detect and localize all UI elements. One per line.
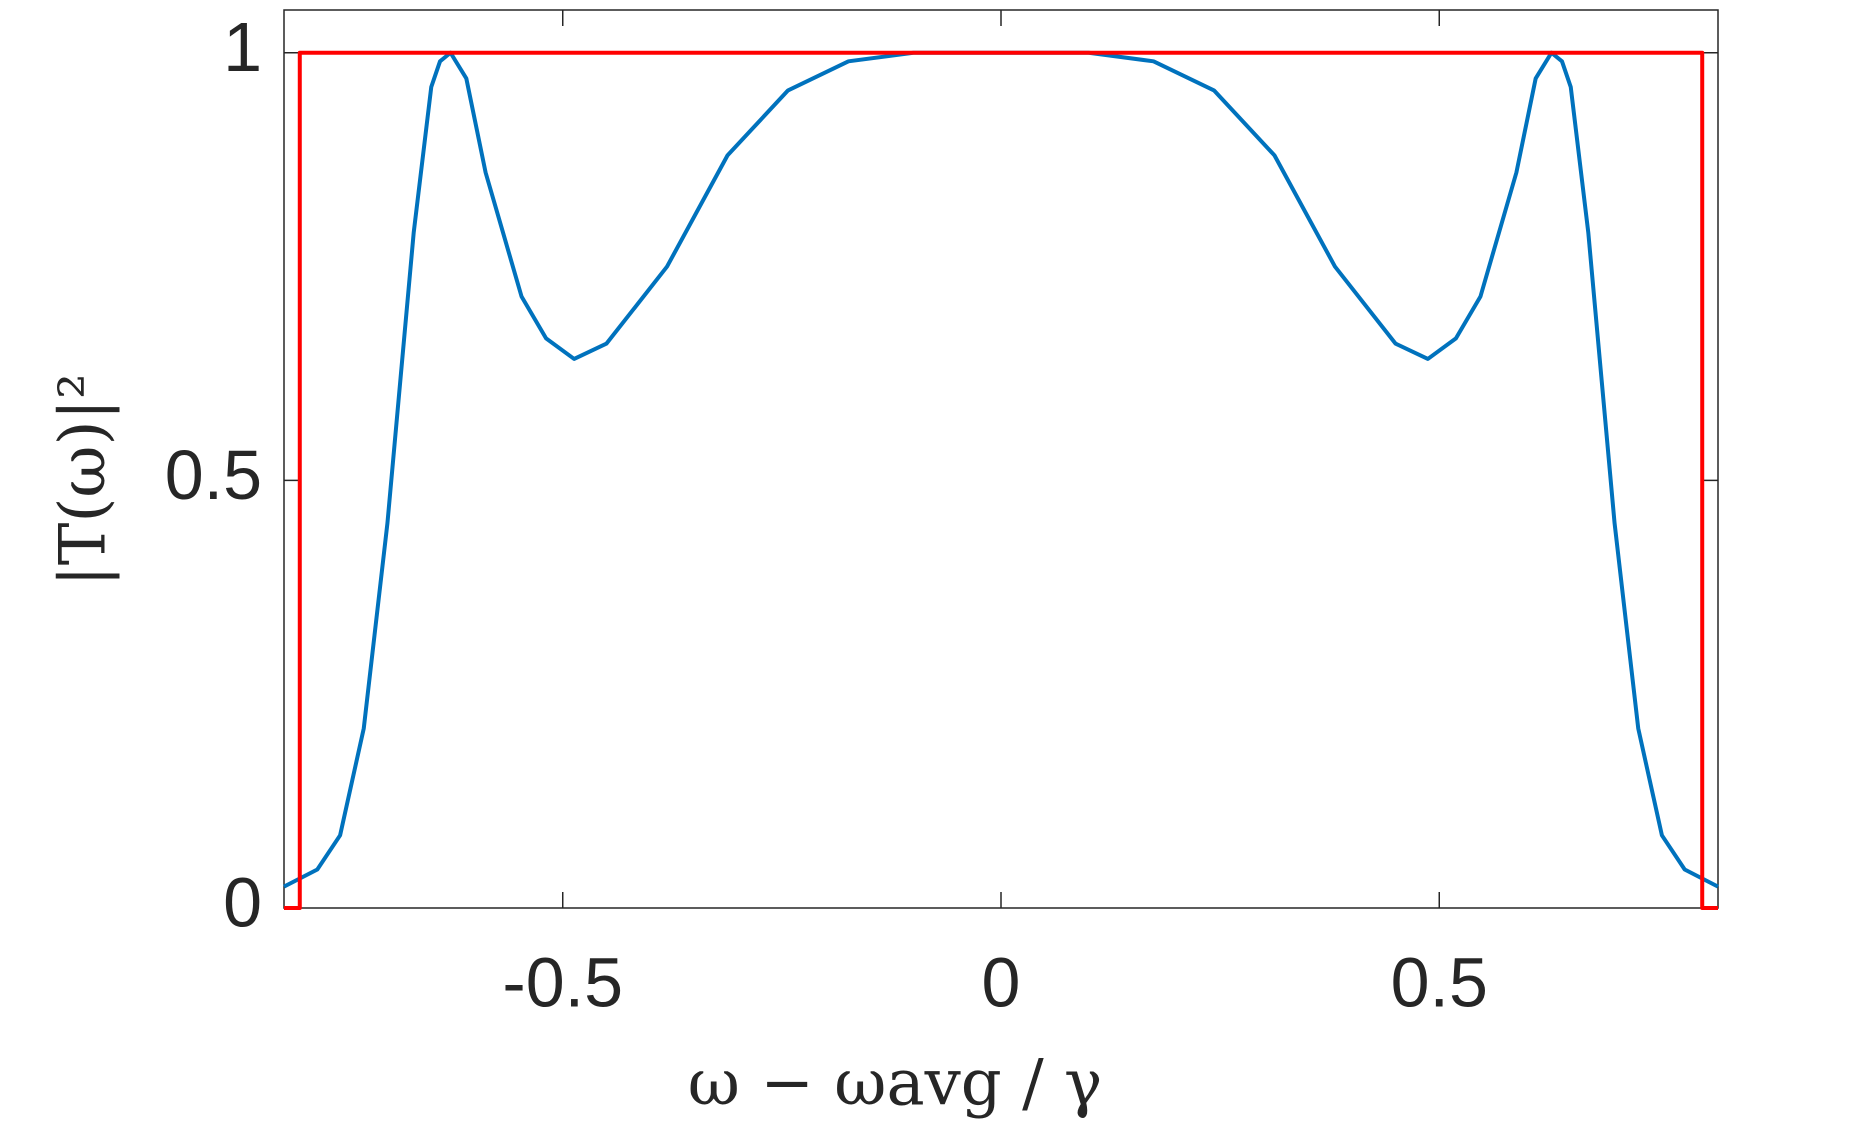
- x-tick-label: 0.5: [1391, 943, 1488, 1021]
- x-tick-label: 0: [982, 943, 1021, 1021]
- x-axis-label: ω − ωavg / γ: [688, 1047, 1102, 1121]
- axes-box: [283, 9, 1719, 909]
- y-tick-label: 0.5: [165, 436, 262, 514]
- y-tick-label: 0: [223, 863, 262, 941]
- data-line: [284, 50, 1718, 910]
- y-axis-label: |T(ω)|²: [47, 373, 121, 587]
- x-tick-label: -0.5: [502, 943, 623, 1021]
- y-tick-label: 1: [223, 8, 262, 86]
- data-line: [283, 50, 1719, 889]
